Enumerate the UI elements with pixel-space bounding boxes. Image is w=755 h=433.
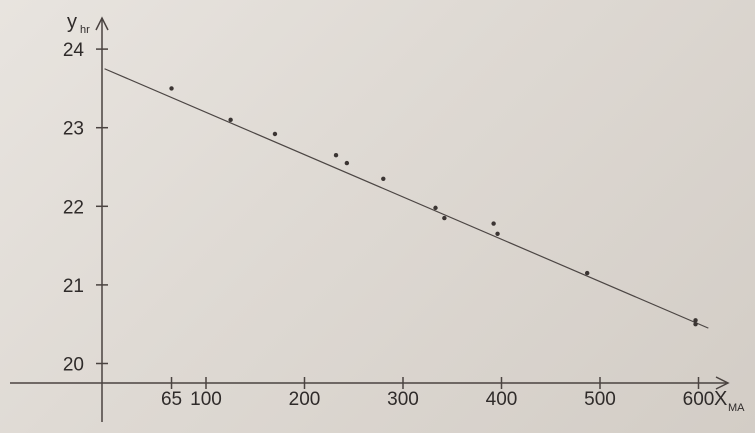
x-tick-label: 100 <box>190 389 222 410</box>
y-axis-arrow <box>95 16 109 31</box>
data-point <box>442 215 447 221</box>
fit-line-group <box>104 68 709 329</box>
data-point <box>228 117 233 123</box>
axes <box>10 16 730 422</box>
data-points <box>169 86 698 327</box>
x-axis-arrow <box>715 376 730 390</box>
data-point <box>693 322 698 327</box>
tick-labels: 20 21 22 23 24 65 100 200 300 400 500 600 <box>63 40 714 410</box>
y-axis-label-subscript: hr <box>80 24 90 36</box>
x-tick-label: 300 <box>387 389 419 410</box>
data-point <box>433 205 438 211</box>
data-point <box>693 318 698 323</box>
y-tick-label: 24 <box>63 40 85 61</box>
y-tick-label: 20 <box>63 355 84 376</box>
data-point <box>584 270 590 276</box>
x-tick-label: 500 <box>584 389 616 410</box>
x-tick-label: 600 <box>683 389 715 410</box>
data-point <box>333 153 339 158</box>
data-point <box>344 160 350 166</box>
x-tick-label: 400 <box>486 389 518 410</box>
data-point <box>495 231 500 237</box>
data-point <box>272 131 278 137</box>
y-tick-label: 22 <box>63 197 84 218</box>
x-axis-label-subscript: MA <box>728 402 745 414</box>
y-tick-label: 21 <box>63 276 84 297</box>
regression-line <box>104 68 709 329</box>
y-tick-label: 23 <box>63 119 84 140</box>
data-point <box>491 221 496 226</box>
data-point <box>169 86 174 91</box>
x-tick-label: 65 <box>161 389 182 410</box>
y-axis-label: y <box>67 11 77 33</box>
data-point <box>381 176 386 181</box>
x-axis-label: X <box>714 388 727 410</box>
axis-labels: y hr X MA <box>67 11 745 414</box>
x-tick-label: 200 <box>289 389 321 410</box>
